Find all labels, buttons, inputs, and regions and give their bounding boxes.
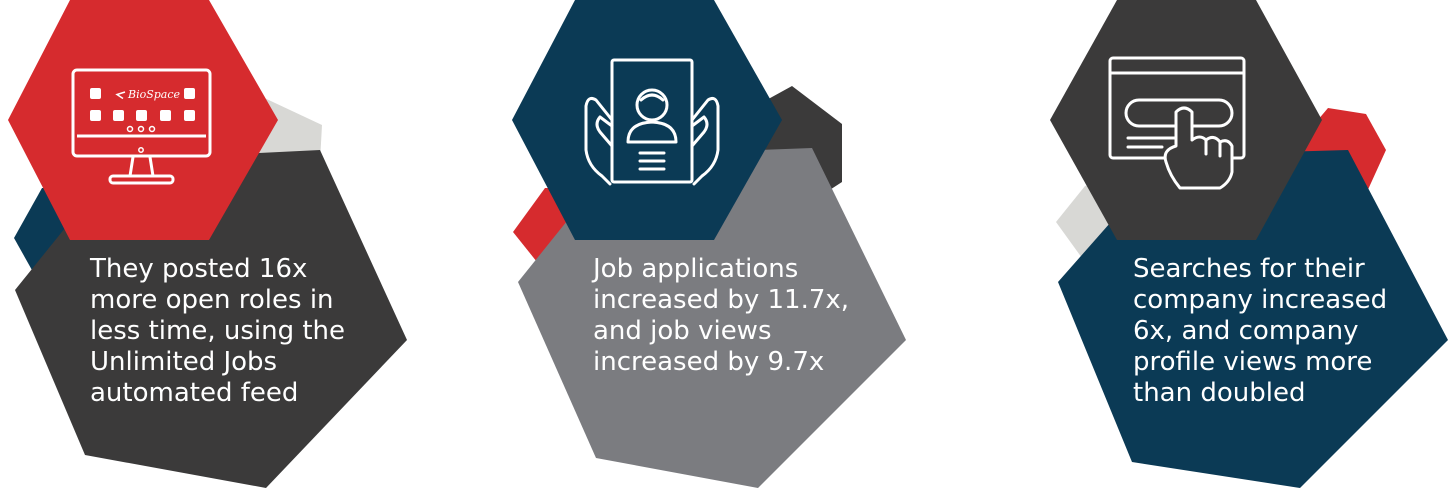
stat-text: Job applications increased by 11.7x, and… [593,254,850,377]
stat-text: They posted 16x more open roles in less … [90,254,346,408]
resume-hands-icon [584,58,720,186]
card-2 [512,0,906,488]
card-1: BioSpace [8,0,407,488]
biospace-logo: BioSpace [127,88,181,101]
search-click-icon [1108,56,1246,190]
card-3 [1050,0,1448,488]
stat-text: Searches for their company increased 6x,… [1133,254,1388,408]
monitor-icon [71,68,212,185]
